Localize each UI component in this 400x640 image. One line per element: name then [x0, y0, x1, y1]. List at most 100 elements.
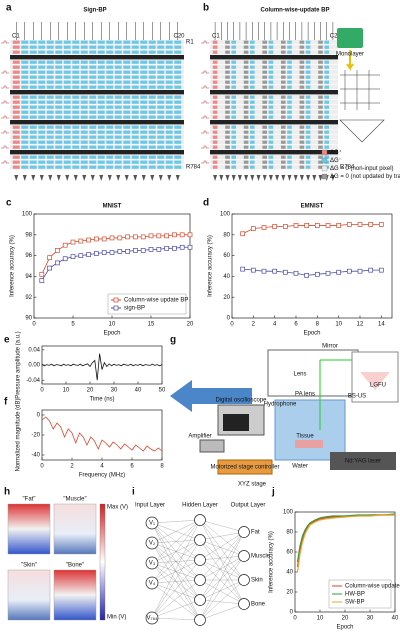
cell	[287, 140, 292, 144]
cell	[114, 45, 122, 49]
marker	[47, 255, 52, 261]
y-tick-label: -40	[31, 453, 40, 459]
cell	[80, 165, 88, 169]
cell	[29, 60, 37, 64]
cell	[231, 125, 236, 129]
cell	[299, 105, 305, 109]
cell	[174, 110, 182, 114]
cell	[274, 110, 280, 114]
cell	[80, 80, 88, 84]
cell	[274, 130, 280, 134]
cell	[237, 85, 243, 89]
cell	[38, 60, 46, 64]
cell	[157, 50, 165, 54]
cell	[38, 50, 46, 54]
cell	[46, 70, 54, 74]
cell	[212, 155, 218, 159]
cell	[312, 165, 317, 169]
cell	[287, 50, 292, 54]
cell	[299, 155, 305, 159]
cell	[305, 75, 311, 79]
y-tick-label: 92	[25, 295, 32, 301]
cell	[174, 85, 182, 89]
cell	[212, 165, 218, 169]
cell	[140, 45, 148, 49]
edge	[199, 531, 245, 581]
arrow	[65, 175, 70, 181]
cell	[174, 75, 182, 79]
cell	[318, 40, 323, 44]
row-bg	[210, 130, 338, 135]
cell	[157, 135, 165, 139]
cell	[305, 145, 311, 149]
edge	[151, 519, 201, 524]
cell	[97, 85, 105, 89]
cell	[312, 160, 317, 164]
cell	[250, 115, 255, 119]
cell	[140, 160, 148, 164]
edge	[199, 519, 245, 581]
cell	[243, 85, 249, 89]
cell	[97, 130, 105, 134]
cell	[287, 105, 292, 109]
cell	[330, 60, 336, 64]
cell	[262, 110, 267, 114]
cell	[55, 75, 63, 79]
legend-marker	[113, 305, 119, 311]
marker	[62, 242, 68, 248]
cell	[250, 165, 255, 169]
cell	[262, 135, 267, 139]
cell	[63, 95, 71, 99]
marker	[94, 251, 99, 256]
marker	[357, 268, 363, 274]
cell	[330, 160, 336, 164]
cell	[287, 130, 292, 134]
cell	[318, 50, 323, 54]
cell	[274, 70, 280, 74]
hidden-node	[194, 514, 206, 526]
cell	[237, 100, 243, 104]
cell	[299, 130, 305, 134]
cell	[29, 110, 37, 114]
pulse	[201, 160, 209, 164]
cell	[330, 165, 336, 169]
panel-label: i	[132, 487, 135, 498]
cell	[123, 135, 131, 139]
row-bg	[10, 140, 184, 145]
pulse	[201, 85, 209, 89]
heatmap	[7, 503, 51, 555]
marker	[101, 250, 107, 255]
marker	[109, 250, 115, 255]
x-tick-label: 0	[293, 616, 297, 622]
cell	[225, 85, 230, 89]
hidden-node	[194, 534, 206, 546]
cell	[97, 105, 105, 109]
cell	[106, 135, 114, 139]
cell	[148, 115, 156, 119]
cell	[21, 65, 29, 69]
cell	[131, 80, 139, 84]
arrow	[175, 175, 180, 181]
cell	[46, 45, 54, 49]
edge	[151, 519, 201, 564]
cell	[21, 135, 29, 139]
cell	[55, 65, 63, 69]
y-axis-label: Inference accuracy (%)	[269, 531, 275, 593]
marker	[314, 223, 320, 228]
arrow	[107, 175, 112, 181]
cell	[225, 115, 230, 119]
cell	[256, 130, 261, 134]
colorbar-label: Min (V)	[107, 615, 126, 621]
cell	[165, 85, 173, 89]
marker	[101, 236, 107, 242]
cell	[318, 60, 323, 64]
marker	[172, 245, 177, 251]
setup-label: Water	[292, 464, 308, 470]
y-axis-label: Pressure amplitude (a.u.)	[16, 331, 22, 398]
input-node	[145, 576, 159, 590]
cell	[312, 85, 317, 89]
inset-grid	[340, 70, 380, 110]
arrow	[82, 175, 87, 181]
cell	[212, 105, 218, 109]
cell	[262, 105, 267, 109]
